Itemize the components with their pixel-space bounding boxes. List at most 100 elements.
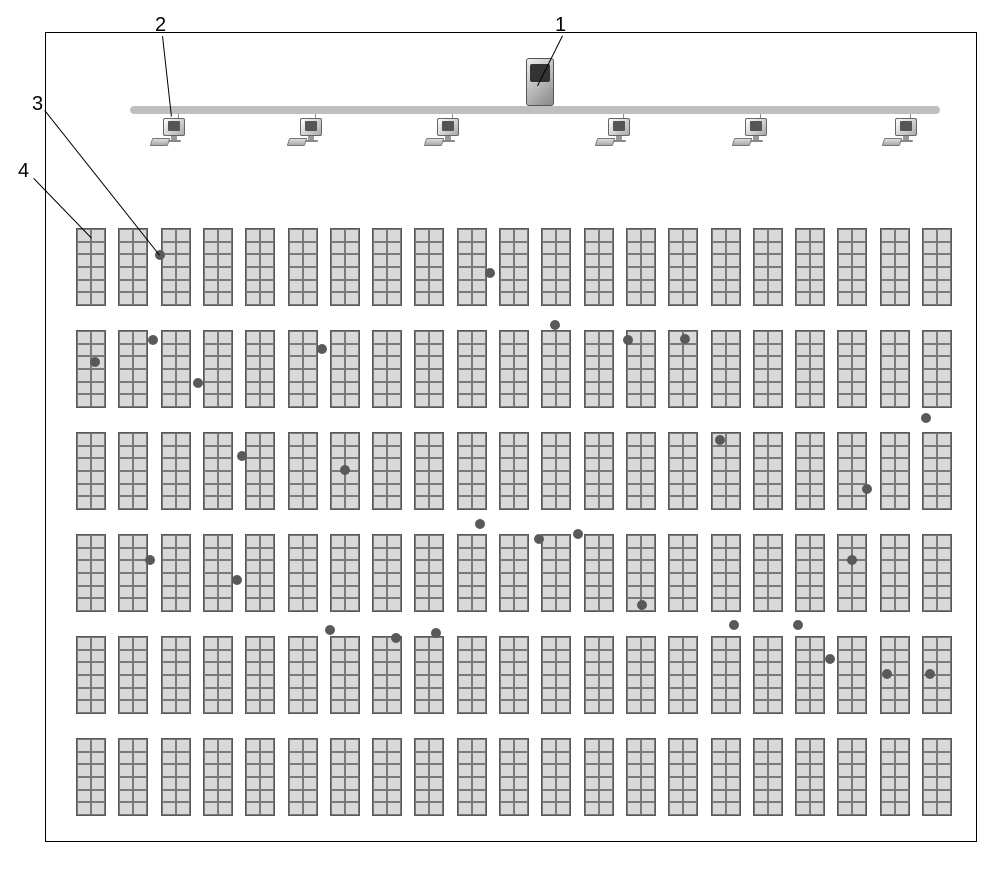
storage-rack bbox=[330, 228, 360, 306]
storage-rack bbox=[499, 636, 529, 714]
storage-rack bbox=[372, 330, 402, 408]
storage-rack bbox=[626, 636, 656, 714]
storage-rack bbox=[76, 636, 106, 714]
storage-rack bbox=[499, 330, 529, 408]
storage-rack bbox=[330, 534, 360, 612]
storage-rack bbox=[330, 636, 360, 714]
storage-rack bbox=[245, 534, 275, 612]
storage-rack bbox=[795, 534, 825, 612]
storage-rack bbox=[668, 636, 698, 714]
storage-rack bbox=[795, 228, 825, 306]
storage-rack bbox=[711, 330, 741, 408]
storage-rack bbox=[118, 432, 148, 510]
storage-rack bbox=[753, 738, 783, 816]
callout-label-2: 2 bbox=[155, 14, 166, 37]
storage-rack bbox=[330, 738, 360, 816]
storage-rack bbox=[118, 228, 148, 306]
storage-rack bbox=[288, 228, 318, 306]
storage-rack bbox=[161, 738, 191, 816]
agent-dot bbox=[317, 344, 327, 354]
storage-rack bbox=[414, 636, 444, 714]
storage-rack bbox=[837, 534, 867, 612]
storage-rack bbox=[541, 432, 571, 510]
storage-rack bbox=[76, 330, 106, 408]
agent-dot bbox=[232, 575, 242, 585]
storage-rack bbox=[880, 330, 910, 408]
storage-rack bbox=[499, 738, 529, 816]
storage-rack bbox=[245, 432, 275, 510]
storage-rack bbox=[837, 330, 867, 408]
storage-rack bbox=[76, 228, 106, 306]
storage-rack bbox=[372, 534, 402, 612]
storage-rack bbox=[245, 228, 275, 306]
agent-dot bbox=[237, 451, 247, 461]
storage-rack bbox=[541, 228, 571, 306]
storage-rack bbox=[711, 432, 741, 510]
storage-rack bbox=[880, 228, 910, 306]
agent-dot bbox=[193, 378, 203, 388]
agent-dot bbox=[325, 625, 335, 635]
agent-dot bbox=[431, 628, 441, 638]
storage-rack bbox=[118, 534, 148, 612]
callout-label-4: 4 bbox=[18, 160, 29, 183]
storage-rack bbox=[626, 228, 656, 306]
storage-rack bbox=[118, 330, 148, 408]
storage-rack bbox=[414, 738, 444, 816]
agent-dot bbox=[391, 633, 401, 643]
storage-rack bbox=[753, 636, 783, 714]
storage-rack bbox=[457, 738, 487, 816]
agent-dot bbox=[925, 669, 935, 679]
agent-dot bbox=[623, 335, 633, 345]
storage-rack bbox=[76, 738, 106, 816]
storage-rack bbox=[288, 432, 318, 510]
workstation-icon bbox=[743, 118, 777, 152]
storage-rack bbox=[711, 228, 741, 306]
agent-dot bbox=[550, 320, 560, 330]
storage-rack bbox=[499, 534, 529, 612]
storage-rack bbox=[584, 534, 614, 612]
workstation-icon bbox=[298, 118, 332, 152]
storage-rack bbox=[922, 738, 952, 816]
storage-rack bbox=[922, 330, 952, 408]
storage-rack bbox=[922, 534, 952, 612]
storage-rack bbox=[795, 330, 825, 408]
agent-dot bbox=[340, 465, 350, 475]
storage-rack bbox=[541, 636, 571, 714]
storage-rack bbox=[541, 738, 571, 816]
storage-rack bbox=[288, 636, 318, 714]
storage-rack bbox=[837, 738, 867, 816]
storage-rack bbox=[161, 432, 191, 510]
storage-rack bbox=[837, 636, 867, 714]
storage-rack bbox=[245, 636, 275, 714]
storage-rack bbox=[372, 432, 402, 510]
storage-rack bbox=[753, 228, 783, 306]
agent-dot bbox=[729, 620, 739, 630]
storage-rack bbox=[76, 432, 106, 510]
callout-label-3: 3 bbox=[32, 93, 43, 116]
agent-dot bbox=[485, 268, 495, 278]
storage-rack bbox=[203, 636, 233, 714]
storage-rack bbox=[288, 738, 318, 816]
storage-rack bbox=[161, 228, 191, 306]
storage-rack bbox=[203, 738, 233, 816]
agent-dot bbox=[715, 435, 725, 445]
storage-rack bbox=[626, 432, 656, 510]
storage-rack bbox=[584, 636, 614, 714]
agent-dot bbox=[573, 529, 583, 539]
storage-rack bbox=[753, 432, 783, 510]
storage-rack bbox=[753, 534, 783, 612]
storage-rack bbox=[711, 636, 741, 714]
storage-rack bbox=[711, 738, 741, 816]
agent-dot bbox=[882, 669, 892, 679]
storage-rack bbox=[880, 738, 910, 816]
agent-dot bbox=[145, 555, 155, 565]
storage-rack bbox=[584, 228, 614, 306]
workstation-icon bbox=[606, 118, 640, 152]
storage-rack bbox=[118, 636, 148, 714]
storage-rack bbox=[541, 534, 571, 612]
storage-rack bbox=[457, 432, 487, 510]
storage-rack bbox=[457, 636, 487, 714]
storage-rack bbox=[837, 228, 867, 306]
storage-rack bbox=[414, 432, 444, 510]
network-bus bbox=[130, 106, 940, 114]
